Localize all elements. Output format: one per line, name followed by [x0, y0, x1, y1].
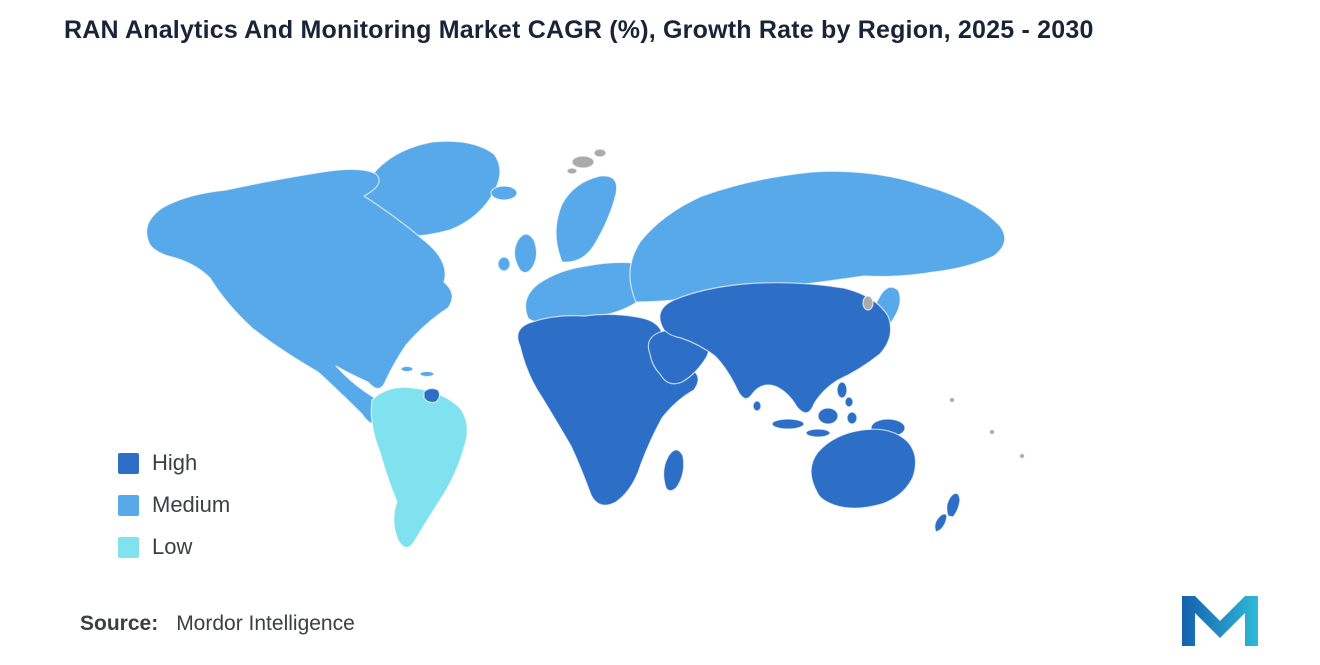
legend-swatch-medium: [118, 494, 139, 516]
region-new-zealand: [946, 492, 961, 518]
region-borneo: [817, 407, 839, 425]
legend-swatch-high: [118, 452, 139, 474]
region-madagascar: [663, 449, 685, 492]
region-south-america: [370, 386, 468, 549]
source-value: Mordor Intelligence: [176, 612, 355, 635]
source-line: Source: Mordor Intelligence: [80, 612, 355, 636]
pacific-islands: [948, 396, 956, 404]
legend-swatch-low: [118, 536, 139, 558]
region-sulawesi: [846, 411, 858, 425]
legend-item-low: Low: [118, 534, 230, 560]
region-russia: [629, 170, 1006, 303]
legend-item-medium: Medium: [118, 492, 230, 518]
legend-item-high: High: [118, 450, 230, 476]
region-uk: [513, 233, 538, 274]
region-iceland: [490, 185, 518, 201]
source-label: Source:: [80, 612, 159, 635]
region-philippines: [836, 381, 848, 399]
region-caribbean: [400, 365, 414, 373]
legend: High Medium Low: [118, 450, 230, 576]
region-svalbard: [593, 148, 607, 158]
region-new-zealand: [934, 513, 948, 533]
region-north-america: [146, 168, 453, 427]
region-australia: [810, 428, 917, 509]
pacific-islands: [1018, 452, 1026, 460]
chart-title: RAN Analytics And Monitoring Market CAGR…: [64, 16, 1094, 44]
region-french-guiana: [423, 387, 441, 404]
region-asia: [659, 282, 892, 414]
pacific-islands: [988, 428, 996, 436]
legend-label-medium: Medium: [152, 492, 231, 517]
region-ireland: [497, 256, 511, 272]
region-indonesia: [771, 418, 805, 430]
region-indonesia: [805, 428, 831, 438]
region-caribbean: [419, 370, 435, 378]
mordor-intelligence-logo-icon: [1182, 596, 1258, 646]
region-sri-lanka: [752, 400, 762, 412]
legend-label-low: Low: [152, 534, 193, 559]
region-scandinavia: [555, 175, 618, 263]
region-korea-gray: [862, 295, 874, 311]
legend-label-high: High: [152, 450, 198, 475]
region-svalbard: [566, 167, 578, 175]
region-philippines: [844, 396, 854, 408]
region-svalbard: [571, 155, 595, 169]
